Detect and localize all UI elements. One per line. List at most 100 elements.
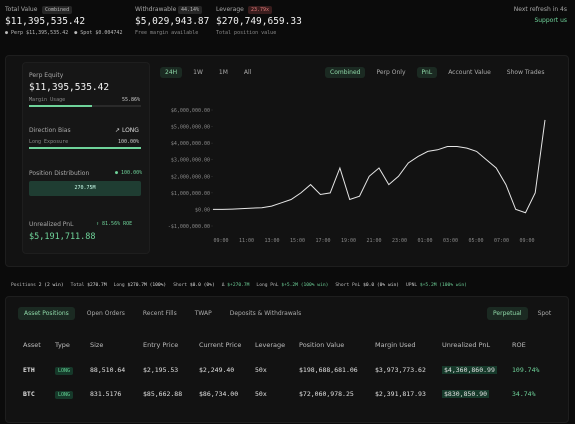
cell: $3,973,773.62	[375, 366, 426, 374]
x-tick-label: 23:00	[392, 238, 407, 244]
note: Free margin available	[135, 30, 199, 36]
distribution-bar: 270.75M	[29, 181, 141, 196]
y-tick-label: $2,000,000.00	[171, 174, 210, 180]
x-tick-label: 21:00	[366, 238, 381, 244]
cell: ETH	[23, 366, 35, 374]
stat-label: UPNL	[406, 283, 418, 288]
value: $11,395,535.42	[26, 30, 69, 36]
mode-tab[interactable]: Combined	[325, 67, 366, 78]
stat-value: 2 (2 win)	[38, 283, 64, 288]
value: $5,191,711.88	[29, 232, 96, 242]
range-tabs: 24H 1W 1M All	[160, 67, 256, 78]
stat-value: $+5.2M (100% win)	[281, 283, 329, 288]
x-tick-label: 07:00	[494, 238, 509, 244]
column-header: Leverage	[255, 341, 286, 349]
stat-value: $0.0 (0%)	[189, 283, 215, 288]
range-tab[interactable]: All	[243, 69, 252, 76]
direction: LONG	[121, 127, 139, 134]
cell: 831.5176	[90, 390, 122, 398]
cell: $4,360,860.99	[442, 366, 497, 374]
label: Direction Bias	[29, 127, 71, 134]
y-tick-label: $3,000,000.00	[171, 158, 210, 164]
x-tick-label: 15:00	[290, 238, 305, 244]
cell: 50x	[255, 390, 267, 398]
stat-label: Δ	[221, 283, 225, 288]
note: Total position value	[216, 30, 277, 36]
stat-label: Long PnL	[256, 283, 279, 288]
y-tick-label: $6,000,000.00	[171, 108, 210, 114]
cell: $2,249.40	[199, 366, 235, 374]
x-tick-label: 13:00	[264, 238, 279, 244]
mode-tab[interactable]: Perp Only	[376, 69, 406, 76]
stat: Positions 2 (2 win)	[11, 283, 64, 288]
badge: 44.14%	[178, 6, 203, 14]
support-link[interactable]: Support us	[534, 17, 567, 24]
perp-spot: ● Perp $11,395,535.42 ● Spot $0.004742	[5, 30, 123, 36]
label: Long Exposure	[29, 139, 69, 145]
label: Position Distribution	[29, 170, 90, 177]
cell: $72,060,978.25	[299, 390, 354, 398]
value: 55.86%	[122, 97, 141, 103]
tab[interactable]: TWAP	[194, 310, 212, 317]
mode-tabs: Combined Perp Only PnL Account Value Show Tr…	[325, 67, 549, 78]
mode-tab[interactable]: PnL	[416, 67, 438, 78]
stat: Δ $+270.7M	[222, 283, 250, 288]
tab[interactable]: Recent Fills	[142, 310, 177, 317]
type-badge: LONG	[55, 367, 74, 375]
stats-strip: Positions 2 (2 win) Total $270.7M Long $27…	[11, 283, 467, 288]
cell: $198,688,681.06	[299, 366, 358, 374]
tab[interactable]: Open Orders	[86, 310, 125, 317]
cell: 50x	[255, 366, 267, 374]
x-tick-label: 05:00	[468, 238, 483, 244]
cell: $2,195.53	[143, 366, 179, 374]
stat-label: Positions	[11, 283, 36, 288]
column-header: Position Value	[299, 341, 345, 349]
mode-tab[interactable]: Account Value	[448, 69, 491, 76]
value: ↗ LONG	[115, 127, 139, 134]
bar-fill	[29, 105, 92, 107]
mode-tab[interactable]: Show Trades	[506, 69, 545, 76]
pct: 100.00%	[121, 170, 143, 176]
type-badge: LONG	[55, 391, 74, 399]
range-tab[interactable]: 1W	[193, 69, 203, 76]
label: Perp Equity	[29, 72, 64, 79]
value: $11,395,535.42	[29, 82, 110, 93]
column-header: Type	[55, 341, 70, 349]
stat-value: $+5.2M (100% win)	[419, 283, 467, 288]
refresh: Next refresh in 4s	[513, 6, 567, 13]
x-tick-label: 17:00	[315, 238, 330, 244]
stat-value: $270.7M	[87, 283, 107, 288]
y-tick-label: $5,000,000.00	[171, 125, 210, 131]
x-tick-label: 19:00	[341, 238, 356, 244]
range-tab[interactable]: 24H	[160, 67, 183, 78]
range-tab[interactable]: 1M	[218, 69, 228, 76]
stat-label: Short PnL	[335, 283, 361, 288]
badge: 23.79x	[248, 6, 273, 14]
market-tabs: Perpetual Spot	[487, 307, 557, 320]
value: $5,029,943.87	[135, 16, 210, 27]
stat: Long $270.7M (100%)	[114, 283, 167, 288]
x-tick-label: 01:00	[417, 238, 432, 244]
tab[interactable]: Asset Positions	[18, 307, 75, 320]
stat: UPNL $+5.2M (100% win)	[406, 283, 467, 288]
cell: $85,662.88	[143, 390, 183, 398]
market-tab[interactable]: Spot	[537, 310, 552, 317]
tabs: Asset Positions Open Orders Recent Fills TW…	[18, 307, 307, 320]
column-header: Size	[90, 341, 104, 349]
label: Unrealized PnL	[29, 221, 74, 228]
market-tab[interactable]: Perpetual	[487, 307, 528, 320]
stat-label: Short	[173, 283, 188, 288]
column-header: Unrealized PnL	[442, 341, 491, 349]
cell: 88,510.64	[90, 366, 126, 374]
cell: $86,734.00	[199, 390, 239, 398]
label: Spot	[80, 30, 93, 36]
x-tick-label: 03:00	[443, 238, 458, 244]
stat-label: Long	[113, 283, 125, 288]
summary-card	[22, 62, 150, 254]
y-tick-label: $4,000,000.00	[171, 141, 210, 147]
tab[interactable]: Deposits & Withdrawals	[229, 310, 302, 317]
stat: Long PnL $+5.2M (100% win)	[256, 283, 328, 288]
value: ● 100.00%	[115, 170, 143, 176]
